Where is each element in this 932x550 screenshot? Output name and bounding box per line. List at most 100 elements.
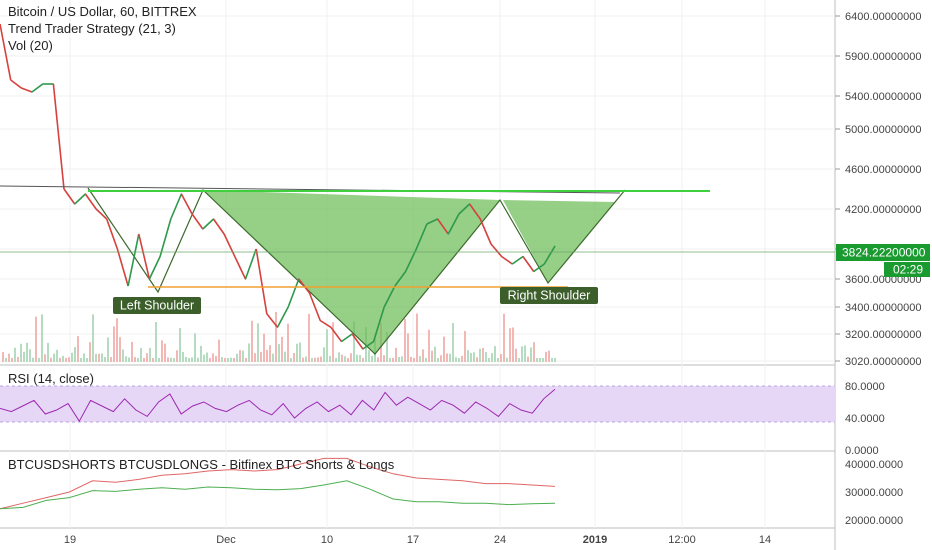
volume-bar [170, 357, 172, 362]
volume-bar [320, 356, 322, 362]
volume-bar [56, 349, 58, 362]
volume-bar [50, 357, 52, 362]
volume-legend[interactable]: Vol (20) [8, 38, 53, 53]
volume-bar [383, 355, 385, 362]
volume-bar [497, 357, 499, 362]
price-segment [180, 193, 193, 215]
price-segment [63, 188, 76, 205]
bar-countdown: 02:29 [893, 263, 923, 277]
volume-bar [8, 353, 10, 362]
price-segment [255, 248, 268, 314]
volume-bar [149, 347, 151, 362]
volume-bar [107, 337, 109, 362]
volume-bar [392, 357, 394, 362]
volume-bar [263, 333, 265, 362]
price-segment [105, 218, 119, 250]
price-segment [138, 233, 151, 280]
volume-bar [491, 353, 493, 362]
volume-bar [488, 358, 490, 362]
volume-bar [368, 350, 370, 362]
volume-bar [17, 356, 19, 362]
last-price-value: 3824.22200000 [842, 246, 926, 260]
shorts-longs-legend[interactable]: BTCUSDSHORTS BTCUSDLONGS - Bitfinex BTC … [8, 457, 395, 472]
volume-bar [506, 357, 508, 362]
right-shoulder-pattern-fill [503, 200, 615, 283]
volume-bar [317, 357, 319, 362]
symbol-title[interactable]: Bitcoin / US Dollar, 60, BITTREX [8, 4, 197, 19]
volume-bar [434, 346, 436, 362]
volume-bar [470, 353, 472, 362]
price-segment [404, 248, 418, 272]
volume-bar [221, 357, 223, 362]
volume-bar [389, 357, 391, 362]
volume-bar [161, 340, 163, 362]
volume-bar [266, 349, 268, 362]
price-segment [21, 87, 33, 93]
time-axis[interactable]: 19 Dec 10 17 24 2019 12:00 14 [64, 534, 771, 546]
volume-bar [191, 357, 193, 362]
price-segment [298, 278, 311, 294]
volume-bar [152, 357, 154, 362]
price-segment [458, 203, 471, 215]
volume-bar [332, 322, 334, 362]
volume-bar [233, 357, 235, 362]
price-segment [383, 285, 396, 308]
time-tick-label: 14 [759, 534, 771, 546]
volume-bar [227, 357, 229, 362]
volume-bar [326, 329, 328, 362]
volume-bar [158, 357, 160, 362]
volume-bar [272, 353, 274, 362]
price-segment [0, 23, 12, 81]
volume-bar [41, 314, 43, 362]
volume-bar [260, 351, 262, 362]
volume-bar [305, 356, 307, 362]
volume-bar [35, 316, 37, 362]
price-segment [31, 83, 44, 93]
volume-bar [32, 357, 34, 362]
volume-bar [86, 357, 88, 362]
strategy-legend[interactable]: Trend Trader Strategy (21, 3) [8, 21, 176, 36]
volume-bar [395, 347, 397, 362]
volume-bar [455, 357, 457, 362]
volume-bar [200, 345, 202, 362]
volume-bar [410, 356, 412, 362]
volume-bar [299, 342, 301, 362]
volume-bar [542, 357, 544, 362]
price-segment [436, 218, 449, 235]
right-shoulder-label: Right Shoulder [500, 287, 598, 304]
rsi-legend[interactable]: RSI (14, close) [8, 371, 94, 386]
volume-bar [353, 321, 355, 362]
rsi-line [0, 388, 556, 423]
shorts-longs-tick-label: 40000.0000 [845, 459, 903, 471]
volume-bar [230, 357, 232, 362]
price-segment [308, 292, 321, 321]
volume-bar [122, 349, 124, 362]
volume-bar [188, 357, 190, 362]
volume-bar [347, 357, 349, 362]
volume-bar [485, 352, 487, 362]
volume-bar [311, 357, 313, 362]
volume-bar [29, 349, 31, 362]
volume-bar [95, 353, 97, 362]
price-axis[interactable]: 6400.00000000 5900.00000000 5400.00000000 5… [835, 11, 921, 368]
volume-bar [464, 330, 466, 362]
volume-bar [422, 349, 424, 362]
volume-bar [308, 313, 310, 362]
volume-bar [275, 311, 277, 362]
rsi-band [0, 386, 835, 422]
price-segment [415, 223, 428, 250]
volume-bar [236, 353, 238, 362]
volume-bar [20, 343, 22, 362]
volume-bar [287, 323, 289, 362]
volume-bar [203, 354, 205, 362]
volume-bar [458, 357, 460, 362]
price-segment [362, 340, 375, 350]
volume-bar [539, 357, 541, 362]
volume-bar [335, 357, 337, 362]
volume-bar [512, 327, 514, 362]
volume-bar [398, 356, 400, 362]
volume-bar [185, 356, 187, 362]
price-segment [191, 213, 204, 230]
volume-bar [5, 357, 7, 362]
